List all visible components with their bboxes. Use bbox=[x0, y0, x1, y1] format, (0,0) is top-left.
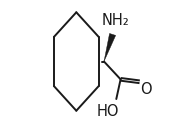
Text: NH₂: NH₂ bbox=[101, 13, 129, 28]
Polygon shape bbox=[104, 33, 116, 62]
Text: HO: HO bbox=[97, 104, 120, 119]
Text: O: O bbox=[140, 82, 152, 97]
